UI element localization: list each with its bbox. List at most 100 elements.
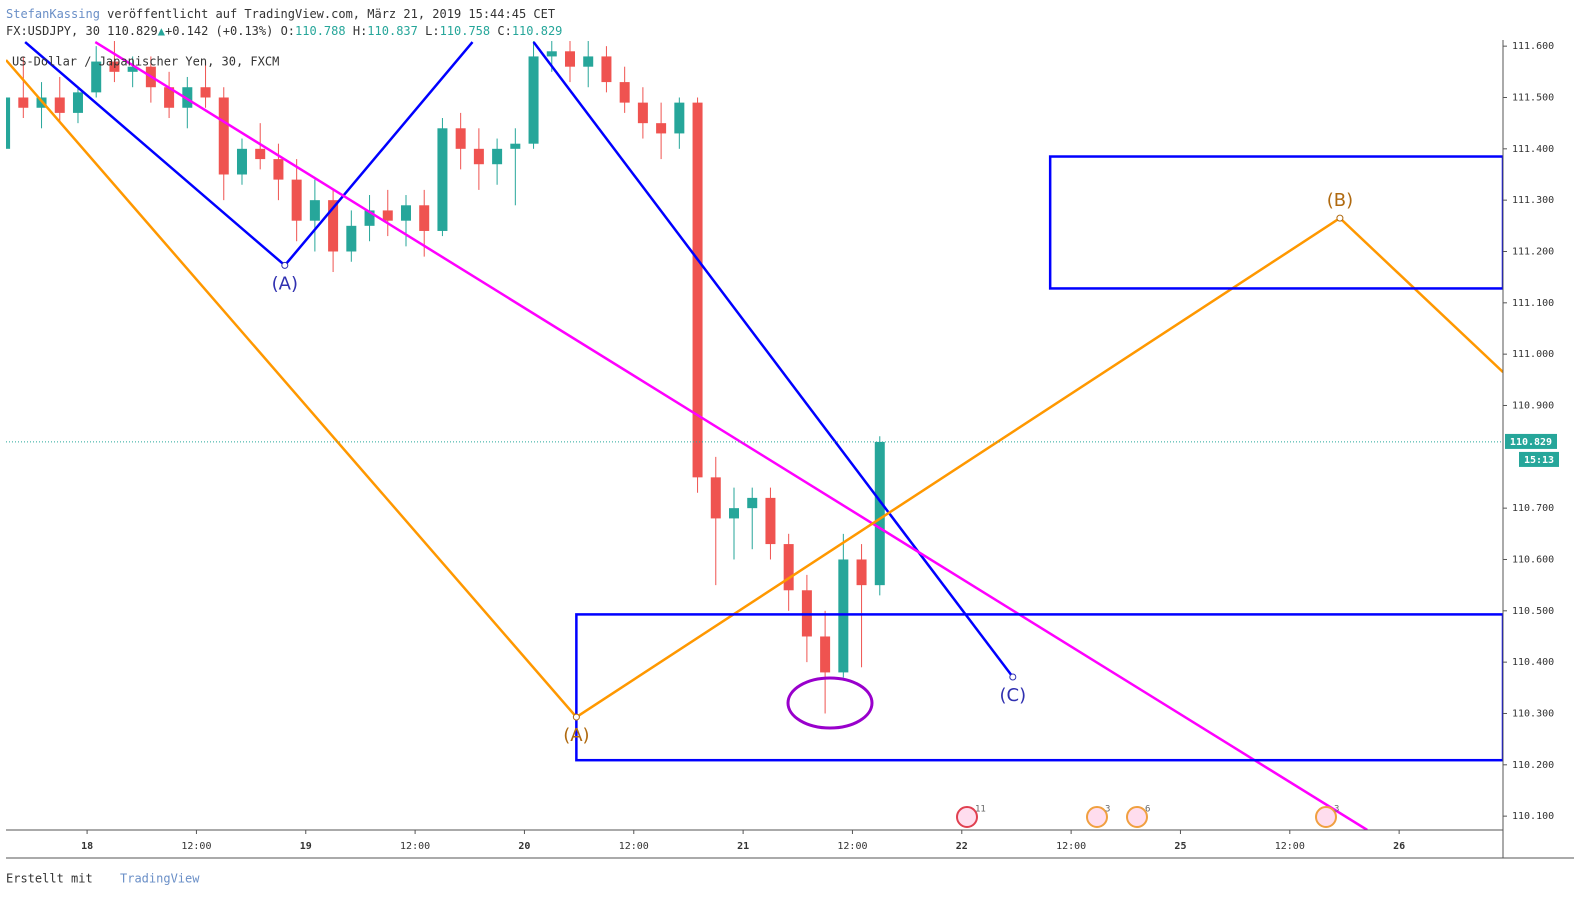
trend-line (94, 40, 1368, 830)
y-tick-label: 110.700 (1512, 503, 1554, 514)
countdown-box (1519, 451, 1559, 467)
trend-line (532, 41, 1014, 678)
candle-body (18, 97, 29, 108)
candle-body (236, 148, 247, 175)
candle-body (419, 205, 430, 231)
candle-body (382, 210, 393, 221)
candle-body (601, 56, 612, 83)
y-tick-label: 110.100 (1512, 811, 1554, 822)
footer-made: Erstellt mit (6, 872, 93, 886)
legend: US-Dollar / Japanischer Yen, 30, FXCM (12, 55, 279, 69)
countdown-label: 15:13 (1524, 455, 1554, 466)
wave-label: (A) (272, 273, 298, 294)
arrow: ▲ (158, 24, 166, 38)
candle-body (492, 148, 503, 165)
y-tick-label: 110.200 (1512, 760, 1554, 771)
o-label: O: (281, 24, 295, 38)
candle-body (874, 441, 885, 586)
y-tick-label: 111.300 (1512, 195, 1554, 206)
header-line: StefanKassing veröffentlicht auf Trading… (6, 7, 555, 21)
wave-point (281, 261, 289, 269)
y-tick-label: 110.600 (1512, 554, 1554, 565)
candle-body (364, 210, 375, 226)
candle-body (200, 87, 211, 98)
highlight-circle (786, 676, 874, 730)
candle-body (54, 97, 65, 113)
trend-line (6, 59, 1503, 719)
candle-body (6, 97, 11, 149)
x-tick-label: 18 (81, 841, 93, 852)
l-label: L: (425, 24, 439, 38)
y-tick-label: 111.100 (1512, 298, 1554, 309)
event-icon (1086, 806, 1108, 828)
x-tick-label: 21 (737, 841, 749, 852)
c-label: C: (497, 24, 511, 38)
candle-body (656, 123, 667, 134)
quote-line: FX:USDJPY, 30 110.829▲+0.142 (+0.13%) O:… (6, 24, 562, 38)
candle-body (710, 477, 721, 519)
candle-body (838, 559, 849, 673)
candle-body (510, 143, 521, 149)
footer-brand: TradingView (120, 872, 200, 886)
wave-point (1336, 214, 1344, 222)
event-count: 3 (1334, 805, 1339, 815)
event-count: 11 (975, 805, 986, 815)
candle-body (72, 92, 83, 113)
wave-label: (C) (999, 685, 1026, 706)
x-tick-label: 19 (300, 841, 312, 852)
event-count: 6 (1145, 805, 1150, 815)
y-tick-label: 110.400 (1512, 657, 1554, 668)
candle-body (182, 87, 193, 108)
event-icon (1315, 806, 1337, 828)
candle-body (728, 508, 739, 519)
candle-body (528, 56, 539, 144)
x-tick-label: 25 (1174, 841, 1186, 852)
candle-body (546, 51, 557, 57)
x-tick-label: 12:00 (181, 841, 211, 852)
symbol: FX:USDJPY, 30 (6, 24, 100, 38)
y-tick-label: 111.400 (1512, 144, 1554, 155)
candle-body (583, 56, 594, 67)
y-tick-label: 111.200 (1512, 246, 1554, 257)
candle-body (346, 225, 357, 252)
candle-body (856, 559, 867, 586)
wave-label: (A) (563, 725, 589, 746)
change: +0.142 (+0.13%) (165, 24, 273, 38)
candle-body (273, 159, 284, 180)
candle-body (674, 102, 685, 134)
o: 110.788 (295, 24, 346, 38)
candle-body (309, 200, 320, 221)
candle-body (637, 102, 648, 124)
candle-body (218, 97, 229, 175)
y-tick-label: 111.000 (1512, 349, 1554, 360)
x-tick-label: 12:00 (619, 841, 649, 852)
y-tick-label: 110.300 (1512, 708, 1554, 719)
candle-body (328, 200, 339, 252)
candle-body (91, 61, 102, 93)
zone-box (1048, 155, 1503, 290)
y-tick-label: 110.900 (1512, 400, 1554, 411)
x-tick-label: 12:00 (400, 841, 430, 852)
candle-body (820, 636, 831, 673)
x-tick-label: 20 (518, 841, 530, 852)
event-icon (956, 806, 978, 828)
plot (6, 40, 1503, 830)
y-tick-label: 111.600 (1512, 41, 1554, 52)
candle-body (747, 497, 758, 509)
wave-label: (B) (1327, 190, 1353, 211)
event-count: 3 (1105, 805, 1110, 815)
h: 110.837 (367, 24, 418, 38)
published: veröffentlicht auf TradingView.com, März… (107, 7, 555, 21)
candle-body (109, 61, 120, 72)
x-tick-label: 22 (956, 841, 968, 852)
x-tick-label: 12:00 (837, 841, 867, 852)
candle-body (692, 102, 703, 478)
h-label: H: (353, 24, 367, 38)
zone-box (575, 613, 1503, 762)
candle-body (164, 87, 175, 108)
candle-body (437, 128, 448, 231)
candle-body (400, 205, 411, 221)
candle-body (255, 148, 266, 160)
